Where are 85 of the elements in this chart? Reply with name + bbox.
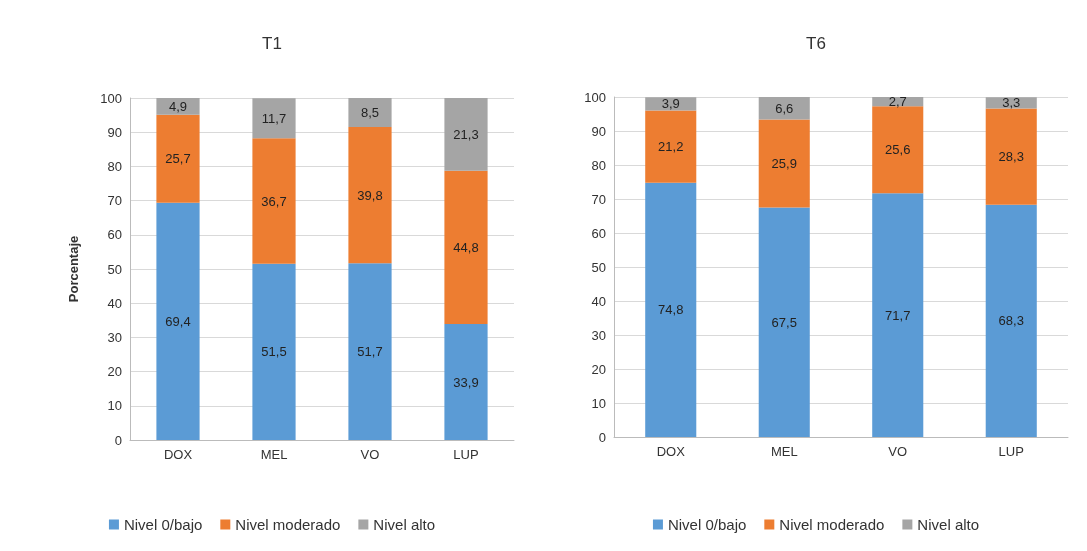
y-tick-label: 0 xyxy=(114,432,122,448)
y-tick-label: 20 xyxy=(107,364,122,380)
bar xyxy=(985,97,1037,109)
y-tick-label: 0 xyxy=(598,429,606,445)
bar xyxy=(644,182,696,437)
y-tick-label: 70 xyxy=(107,193,122,209)
bar xyxy=(156,98,200,115)
bar xyxy=(758,207,810,437)
bar xyxy=(444,170,488,325)
data-label: 74,8 xyxy=(657,302,683,318)
y-tick-label: 80 xyxy=(591,157,606,173)
data-label: 51,7 xyxy=(357,344,383,360)
data-label: 33,9 xyxy=(453,374,479,390)
data-label: 71,7 xyxy=(884,307,910,323)
data-label: 39,8 xyxy=(357,187,383,203)
x-tick-label: MEL xyxy=(260,447,288,462)
bar xyxy=(156,114,200,203)
data-label: 11,7 xyxy=(261,110,287,126)
bar xyxy=(252,263,296,440)
y-tick-label: 10 xyxy=(107,398,122,414)
data-label: 21,3 xyxy=(453,126,479,142)
x-tick-label: VO xyxy=(887,444,907,459)
chart-title: T1 xyxy=(262,34,282,53)
x-tick-label: MEL xyxy=(770,444,798,459)
y-tick-label: 40 xyxy=(107,295,122,311)
bar xyxy=(348,98,392,128)
bar xyxy=(444,98,488,171)
legend-label: Nivel alto xyxy=(373,516,436,533)
data-label: 4,9 xyxy=(168,98,188,114)
y-tick-label: 40 xyxy=(591,293,606,309)
bar xyxy=(156,202,200,440)
data-label: 25,6 xyxy=(884,142,910,158)
y-tick-label: 70 xyxy=(591,191,606,207)
y-tick-label: 90 xyxy=(107,124,122,140)
y-tick-label: 90 xyxy=(591,123,606,139)
bar xyxy=(871,106,923,194)
y-tick-label: 100 xyxy=(583,89,606,105)
bar xyxy=(758,119,810,208)
data-label: 51,5 xyxy=(261,344,287,360)
y-tick-label: 60 xyxy=(107,227,122,243)
bar xyxy=(985,204,1037,437)
data-label: 25,7 xyxy=(165,151,191,167)
bar xyxy=(348,127,392,264)
bar xyxy=(348,263,392,440)
x-tick-label: DOX xyxy=(656,444,685,459)
bar xyxy=(252,98,296,139)
y-tick-label: 100 xyxy=(100,90,122,106)
bar xyxy=(252,138,296,264)
chart-title: T6 xyxy=(805,34,826,53)
bar xyxy=(444,324,488,440)
y-tick-label: 30 xyxy=(591,327,606,343)
legend-label: Nivel alto xyxy=(916,516,979,533)
data-label: 28,3 xyxy=(998,149,1024,165)
data-label: 69,4 xyxy=(165,313,191,329)
data-label: 3,9 xyxy=(661,96,680,112)
y-tick-label: 50 xyxy=(591,259,606,275)
legend-label: Nivel moderado xyxy=(778,516,884,533)
data-label: 44,8 xyxy=(453,239,479,255)
y-axis-title: Porcentaje xyxy=(66,235,81,303)
legend-label: Nivel moderado xyxy=(235,516,341,533)
data-label: 8,5 xyxy=(360,105,380,121)
data-label: 25,9 xyxy=(771,155,797,171)
data-label: 6,6 xyxy=(774,100,793,116)
bar xyxy=(871,193,923,437)
x-tick-label: VO xyxy=(360,447,380,462)
data-label: 67,5 xyxy=(771,314,797,330)
x-tick-label: LUP xyxy=(998,444,1024,459)
y-tick-label: 80 xyxy=(107,158,122,174)
data-label: 68,3 xyxy=(998,313,1024,329)
y-tick-label: 50 xyxy=(107,261,122,277)
bar xyxy=(644,97,696,111)
data-label: 21,2 xyxy=(657,139,683,155)
y-tick-label: 10 xyxy=(591,395,606,411)
y-tick-label: 60 xyxy=(591,225,606,241)
data-label: 3,3 xyxy=(1001,95,1020,111)
legend-label: Nivel 0/bajo xyxy=(667,516,746,533)
y-tick-label: 30 xyxy=(107,329,122,345)
y-tick-label: 20 xyxy=(591,361,606,377)
legend-label: Nivel 0/bajo xyxy=(123,516,203,533)
bar xyxy=(985,108,1037,205)
bar xyxy=(644,110,696,183)
data-label: 36,7 xyxy=(261,193,287,209)
x-tick-label: LUP xyxy=(453,447,479,462)
x-tick-label: DOX xyxy=(163,447,193,462)
data-label: 2,7 xyxy=(888,94,907,110)
